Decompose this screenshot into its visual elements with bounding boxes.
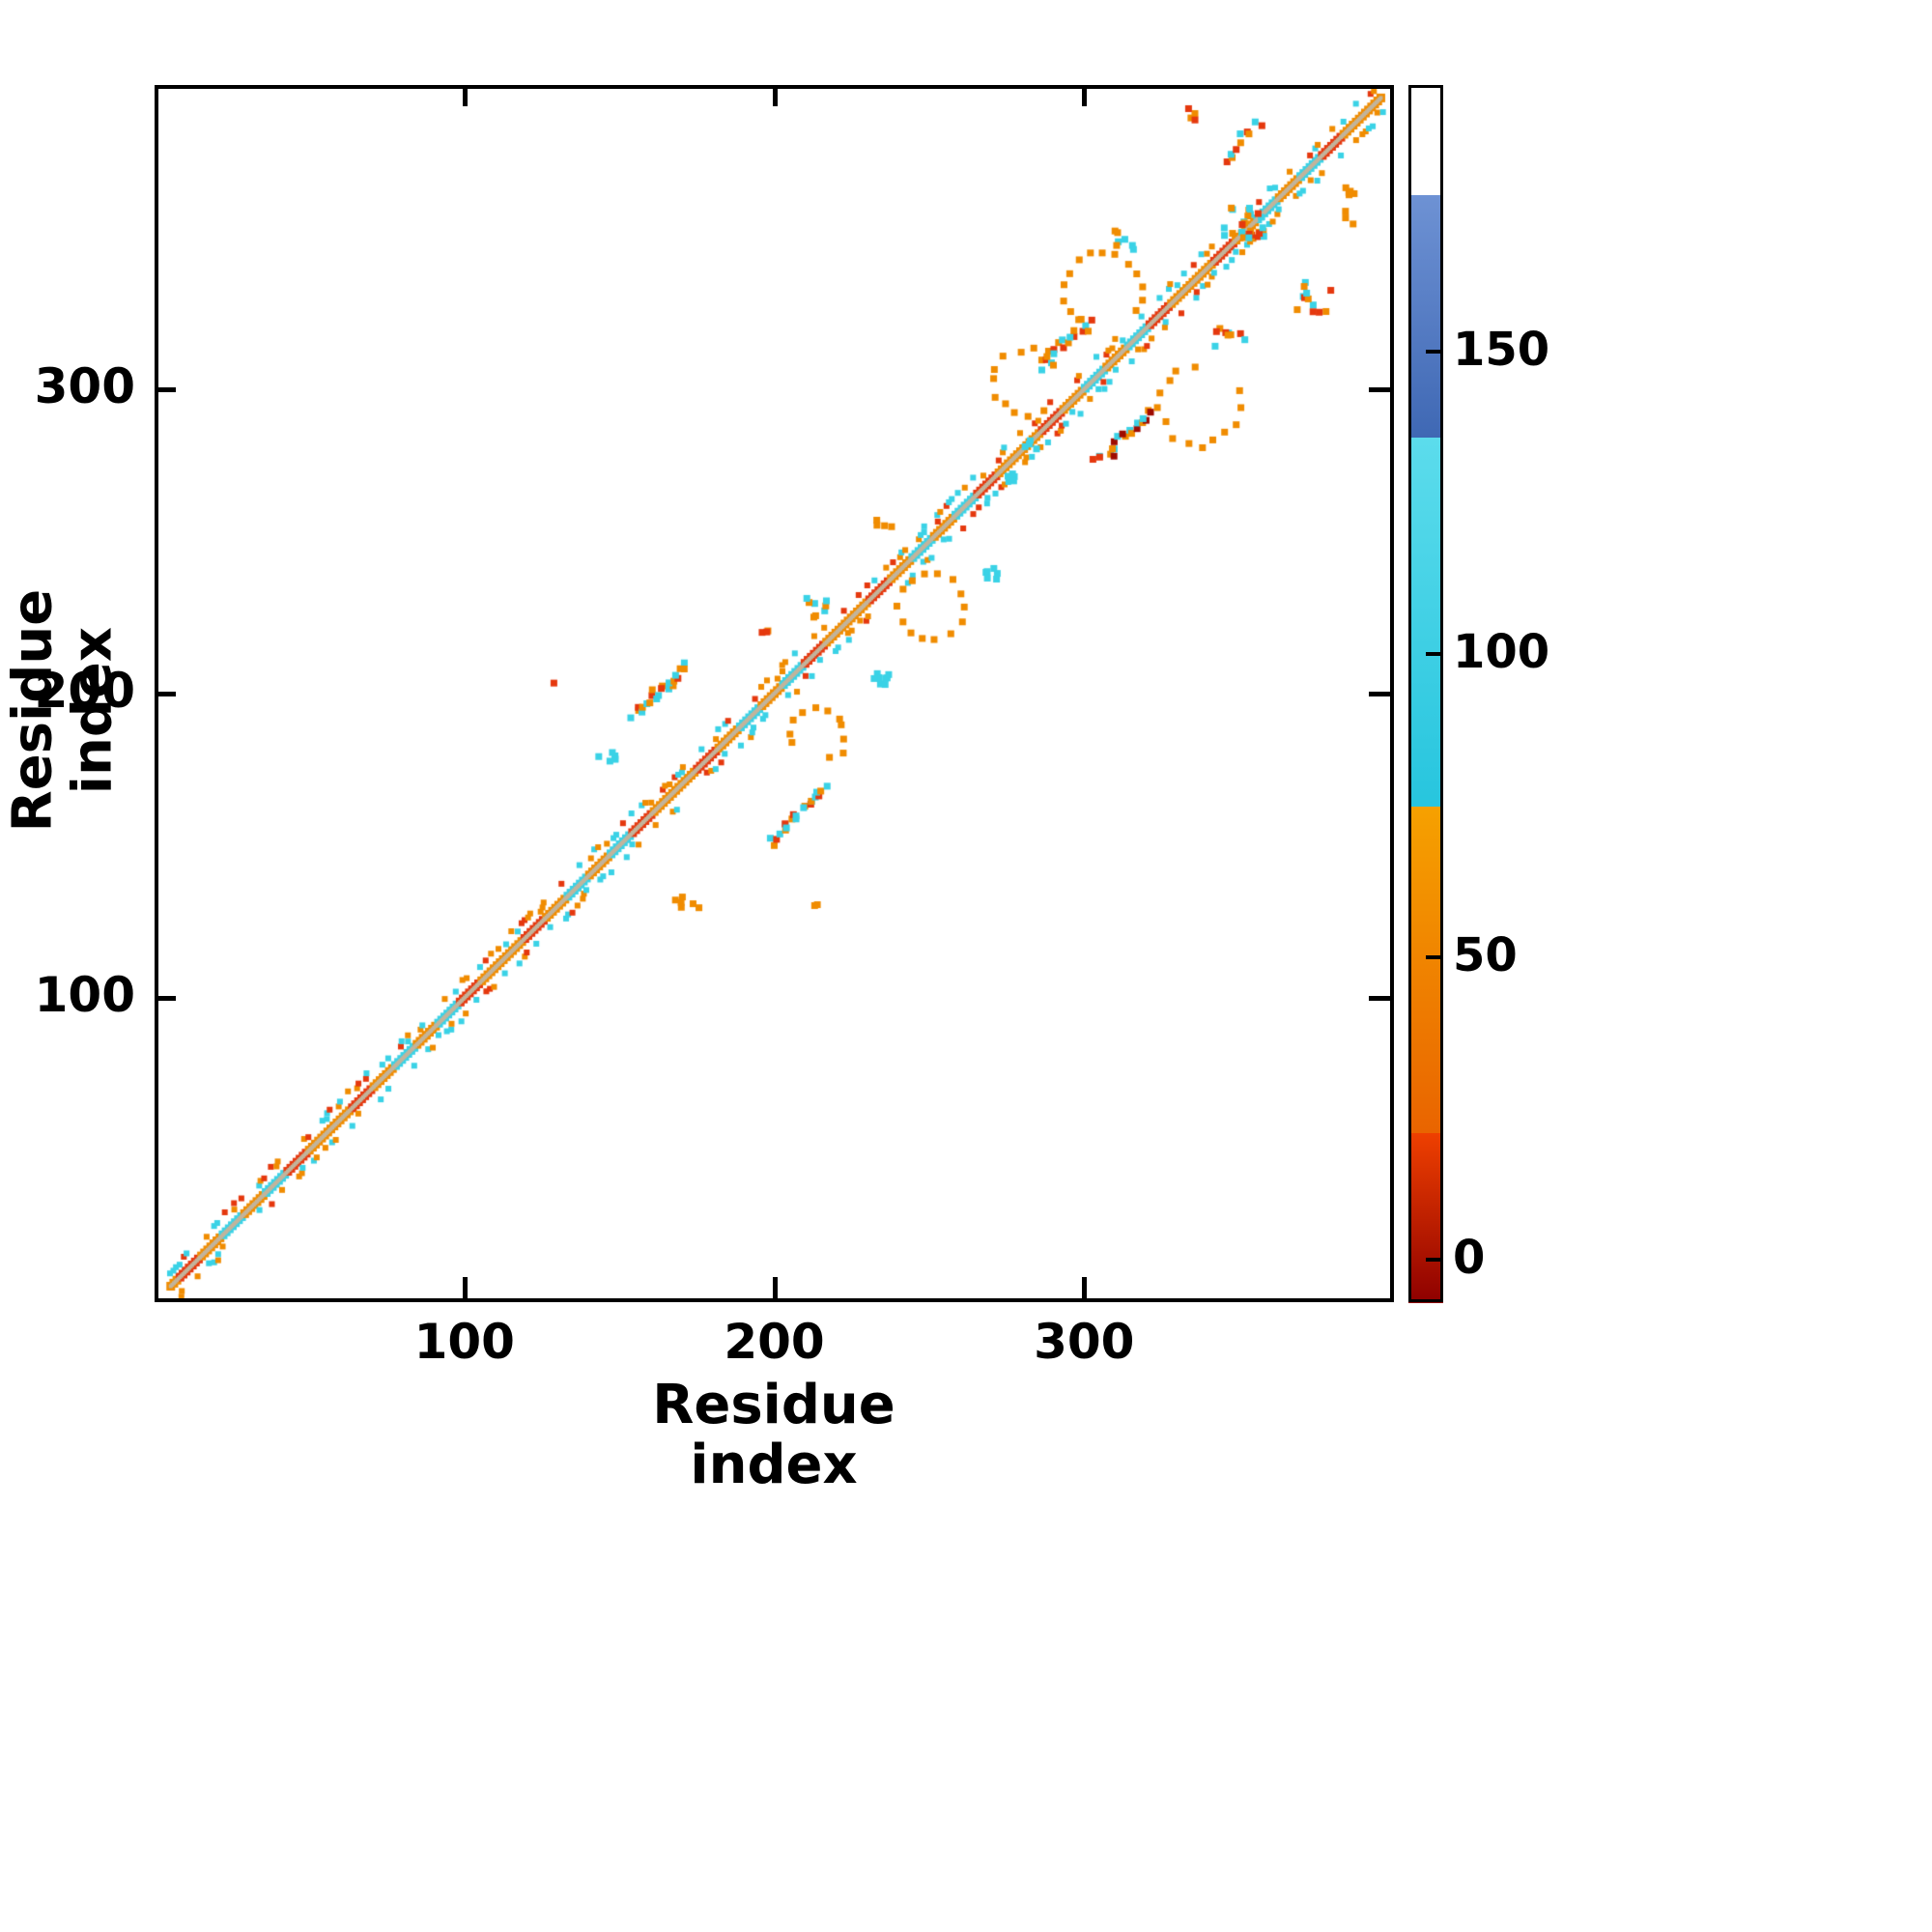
colorbar-band (1408, 85, 1443, 195)
colorbar-frame (1408, 85, 1443, 1302)
x-tick-mark (462, 1277, 468, 1298)
colorbar-tick-label: 0 (1453, 1231, 1486, 1286)
colorbar-tick-label: 150 (1453, 322, 1550, 377)
y-tick-label: 200 (34, 663, 135, 719)
y-tick-label: 300 (34, 358, 135, 414)
scatter-canvas (158, 89, 1390, 1298)
x-tick-label: 300 (1034, 1314, 1135, 1370)
y-tick-mark (155, 387, 176, 392)
y-tick-mark-right (1369, 692, 1390, 696)
colorbar-band (1408, 193, 1443, 438)
colorbar-tick-label: 50 (1453, 927, 1518, 982)
x-tick-mark-top (772, 85, 778, 106)
x-axis-label: Residue index (652, 1374, 895, 1496)
colorbar-band (1408, 805, 1443, 1134)
colorbar-tick-label: 100 (1453, 625, 1550, 680)
colorbar-tick-mark (1426, 652, 1443, 657)
y-tick-mark (155, 996, 176, 1001)
x-tick-mark (1082, 1277, 1088, 1298)
colorbar-tick-mark (1426, 1258, 1443, 1263)
x-tick-mark (772, 1277, 778, 1298)
colorbar-tick-mark (1426, 954, 1443, 959)
y-tick-mark (155, 692, 176, 696)
colorbar-band (1408, 1132, 1443, 1303)
x-tick-label: 100 (413, 1314, 515, 1370)
colorbar-band (1408, 436, 1443, 807)
plot-area (155, 85, 1394, 1302)
x-tick-label: 200 (724, 1314, 825, 1370)
y-tick-label: 100 (34, 967, 135, 1023)
x-tick-mark-top (1082, 85, 1088, 106)
y-tick-mark-right (1369, 387, 1390, 392)
y-tick-mark-right (1369, 996, 1390, 1001)
colorbar-tick-mark (1426, 349, 1443, 354)
x-tick-mark-top (462, 85, 468, 106)
